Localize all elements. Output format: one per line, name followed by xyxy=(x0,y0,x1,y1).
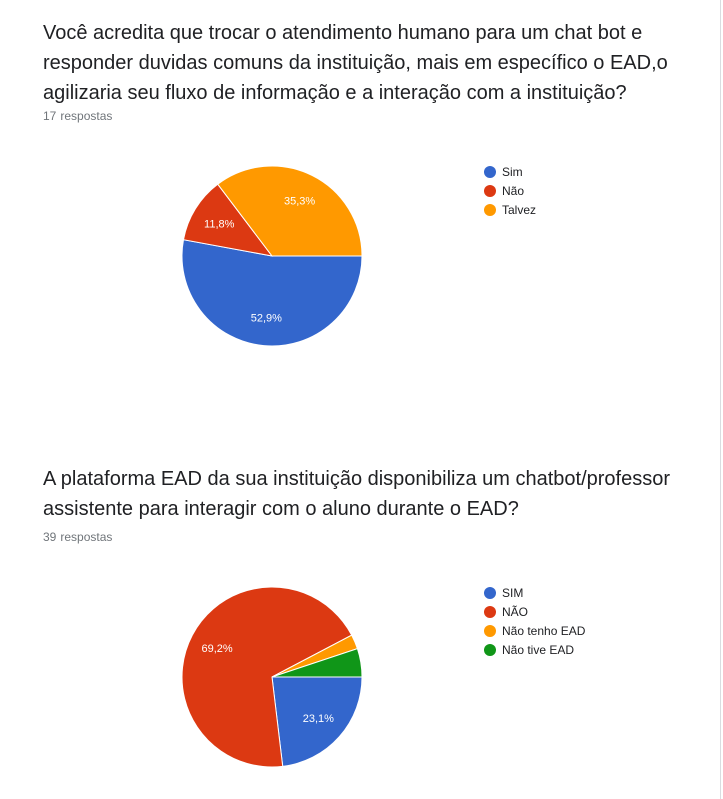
question-title: A plataforma EAD da sua instituição disp… xyxy=(43,468,671,520)
pie-chart: 23,1% 69,2% xyxy=(181,586,363,768)
legend-item[interactable]: Não xyxy=(484,181,536,200)
chart-legend: SIM NÃO Não tenho EAD Não tive EAD xyxy=(484,583,585,659)
chart-legend: Sim Não Talvez xyxy=(484,162,536,219)
response-count: 39 respostas xyxy=(43,530,116,544)
slice-label: 35,3% xyxy=(284,195,315,207)
response-count-word: respostas xyxy=(60,109,113,123)
pie-slice-talvez[interactable] xyxy=(217,165,363,257)
pie-chart: 52,9% 11,8% 35,3% xyxy=(181,165,363,347)
response-count-number: 39 xyxy=(43,530,57,544)
pie-slice-sim[interactable] xyxy=(181,239,363,347)
legend-label: SIM xyxy=(502,585,524,600)
legend-swatch xyxy=(484,184,496,197)
legend-label: Não tenho EAD xyxy=(502,623,586,638)
legend-item[interactable]: Talvez xyxy=(484,200,536,219)
response-count-number: 17 xyxy=(43,109,57,123)
slice-label: 11,8% xyxy=(204,218,235,230)
legend-item[interactable]: NÃO xyxy=(484,602,585,621)
question-card-2: A plataforma EAD da sua instituição disp… xyxy=(0,410,721,799)
legend-swatch xyxy=(484,586,496,599)
legend-label: Não xyxy=(502,183,525,198)
legend-swatch xyxy=(484,624,496,637)
legend-item[interactable]: SIM xyxy=(484,583,585,602)
legend-label: Sim xyxy=(502,164,523,179)
legend-swatch xyxy=(484,605,496,618)
pie-slice-não-tive-ead[interactable] xyxy=(271,648,363,678)
legend-swatch xyxy=(484,165,496,178)
slice-label: 23,1% xyxy=(303,713,334,725)
legend-swatch xyxy=(484,203,496,216)
legend-label: NÃO xyxy=(502,604,529,619)
question-title: Você acredita que trocar o atendimento h… xyxy=(43,22,668,104)
question-card-1: Você acredita que trocar o atendimento h… xyxy=(43,0,721,410)
pie-slice-não[interactable] xyxy=(181,586,353,768)
pie-slice-sim[interactable] xyxy=(271,676,363,767)
legend-item[interactable]: Não tenho EAD xyxy=(484,621,585,640)
pie-slice-não[interactable] xyxy=(182,183,274,257)
slice-label: 52,9% xyxy=(251,313,282,325)
response-count-word: respostas xyxy=(60,530,113,544)
legend-label: Não tive EAD xyxy=(502,642,575,657)
legend-swatch xyxy=(484,643,496,656)
legend-label: Talvez xyxy=(502,202,537,217)
response-count: 17 respostas xyxy=(43,109,116,123)
legend-item[interactable]: Não tive EAD xyxy=(484,640,585,659)
legend-item[interactable]: Sim xyxy=(484,162,536,181)
slice-label: 69,2% xyxy=(202,643,233,655)
